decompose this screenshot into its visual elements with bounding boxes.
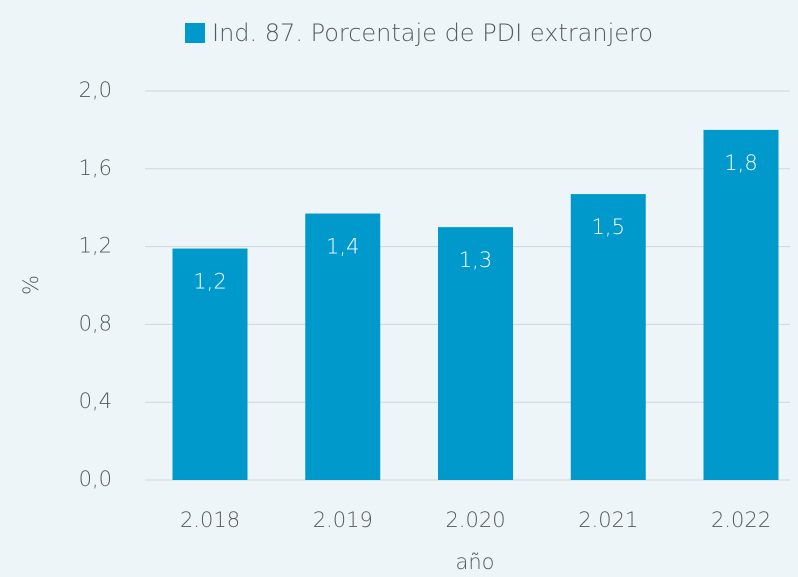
bar — [570, 194, 646, 480]
legend-swatch — [185, 23, 205, 43]
x-tick-label: 2.018 — [180, 508, 240, 532]
bar — [172, 248, 248, 480]
x-tick-label: 2.019 — [313, 508, 373, 532]
legend-label: Ind. 87. Porcentaje de PDI extranjero — [212, 19, 653, 47]
y-tick-label: 1,2 — [79, 234, 112, 258]
x-tick-label: 2.021 — [578, 508, 638, 532]
data-label: 1,8 — [724, 151, 757, 175]
y-tick-label: 2,0 — [79, 78, 112, 102]
y-tick-label: 0,4 — [79, 389, 112, 413]
x-tick-label: 2.020 — [445, 508, 505, 532]
y-tick-label: 0,8 — [79, 311, 112, 335]
bar — [438, 227, 513, 480]
x-tick-label: 2.022 — [711, 508, 771, 532]
y-axis-label: % — [19, 275, 43, 295]
data-label: 1,5 — [592, 215, 625, 239]
y-tick-label: 1,6 — [79, 156, 112, 180]
y-tick-label: 0,0 — [79, 467, 112, 491]
data-label: 1,3 — [459, 248, 492, 272]
bar — [305, 213, 381, 480]
x-axis-label: año — [455, 550, 494, 574]
bar — [703, 129, 779, 480]
data-label: 1,2 — [193, 270, 226, 294]
data-label: 1,4 — [326, 235, 359, 259]
